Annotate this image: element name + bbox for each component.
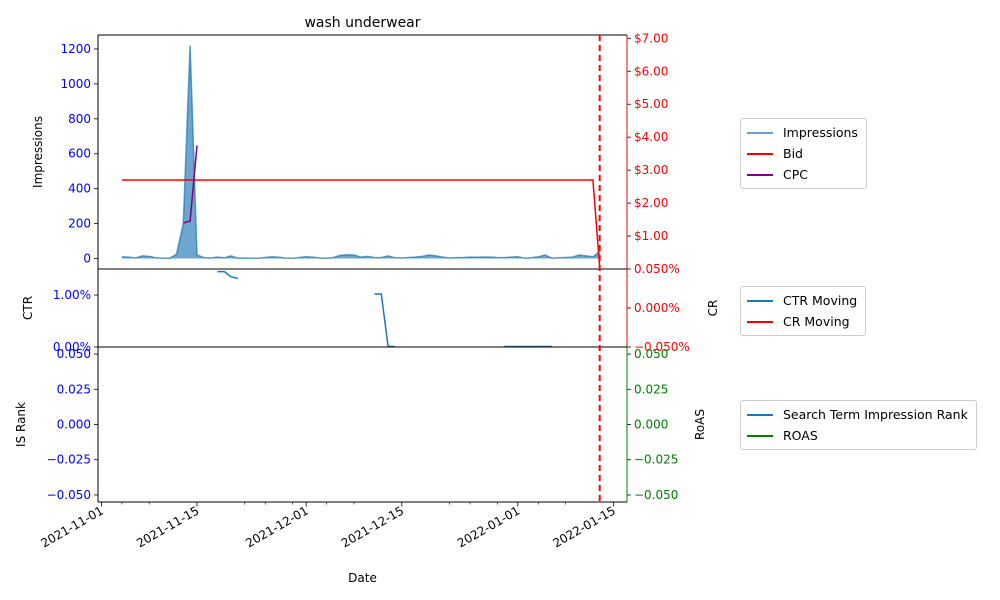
- legend-label: CPC: [783, 167, 808, 182]
- y-tick-label: −0.025: [47, 453, 91, 467]
- y-tick-label: 0.025: [57, 382, 91, 396]
- legend-swatch: [747, 299, 773, 302]
- y-tick-label: 1.00%: [53, 288, 91, 302]
- y-axis-label: CTR: [21, 296, 35, 320]
- legend-swatch: [747, 434, 773, 437]
- y-right-tick-label: $4.00: [634, 130, 668, 144]
- y-right-tick-label: 0.050: [634, 347, 668, 361]
- x-tick-label: 2021-11-15: [134, 503, 201, 550]
- y-right-tick-label: $7.00: [634, 31, 668, 45]
- impressions-line: [121, 45, 601, 260]
- legend-label: CR Moving: [783, 314, 850, 329]
- legend-label: Impressions: [783, 125, 858, 140]
- legend-label: Search Term Impression Rank: [783, 407, 968, 422]
- legend-entry: ROAS: [747, 425, 968, 446]
- legend-swatch: [747, 173, 773, 176]
- y-right-axis-label: CR: [706, 300, 720, 317]
- legend-swatch: [747, 152, 773, 155]
- y-right-tick-label: $5.00: [634, 97, 668, 111]
- cpc-line: [183, 145, 198, 224]
- legend-label: ROAS: [783, 428, 818, 443]
- y-right-tick-label: 0.025: [634, 382, 668, 396]
- y-tick-label: 0.000: [57, 418, 91, 432]
- y-right-tick-label: $1.00: [634, 229, 668, 243]
- y-right-axis-label: RoAS: [693, 409, 707, 440]
- bid-line: [121, 179, 601, 268]
- y-right-tick-label: −0.025: [634, 453, 678, 467]
- x-tick-label: 2022-01-15: [550, 503, 617, 550]
- x-axis-label: Date: [348, 571, 377, 585]
- y-axis-label: IS Rank: [14, 402, 28, 447]
- y-right-tick-label: $2.00: [634, 196, 668, 210]
- legend-entry: CTR Moving: [747, 290, 857, 311]
- legend-swatch: [747, 320, 773, 323]
- y-tick-label: 0: [83, 252, 91, 266]
- y-tick-label: 1200: [60, 42, 91, 56]
- legend-entry: Impressions: [747, 122, 858, 143]
- legend-entry: Search Term Impression Rank: [747, 404, 968, 425]
- y-right-tick-label: 0.000: [634, 418, 668, 432]
- chart-title: wash underwear: [304, 15, 420, 31]
- y-right-tick-label: 0.050%: [634, 262, 680, 276]
- x-tick-label: 2021-12-15: [339, 503, 406, 550]
- y-right-tick-label: −0.050%: [634, 340, 690, 354]
- x-tick-label: 2022-01-01: [455, 503, 522, 550]
- ctr-moving-line: [217, 270, 239, 280]
- legend-panel-1: Impressions Bid CPC: [740, 118, 867, 189]
- y-tick-label: 600: [68, 147, 91, 161]
- y-tick-label: 0.050: [57, 347, 91, 361]
- y-axis-label: Impressions: [31, 116, 45, 188]
- legend-entry: Bid: [747, 143, 858, 164]
- y-right-tick-label: $6.00: [634, 64, 668, 78]
- y-tick-label: −0.050: [47, 488, 91, 502]
- x-tick-label: 2021-12-01: [243, 503, 310, 550]
- legend-entry: CR Moving: [747, 311, 857, 332]
- legend-swatch: [747, 131, 773, 134]
- legend-label: Bid: [783, 146, 803, 161]
- y-tick-label: 400: [68, 182, 91, 196]
- y-tick-label: 800: [68, 112, 91, 126]
- legend-swatch: [747, 413, 773, 416]
- y-right-tick-label: $3.00: [634, 163, 668, 177]
- y-tick-label: 0.00%: [53, 340, 91, 354]
- y-tick-label: 1000: [60, 77, 91, 91]
- y-right-tick-label: 0.000%: [634, 301, 680, 315]
- legend-entry: CPC: [747, 164, 858, 185]
- y-tick-label: 200: [68, 217, 91, 231]
- legend-panel-2: CTR Moving CR Moving: [740, 286, 867, 336]
- legend-label: CTR Moving: [783, 293, 858, 308]
- legend-panel-3: Search Term Impression Rank ROAS: [740, 400, 977, 450]
- x-tick-label: 2021-11-01: [39, 503, 106, 550]
- y-right-tick-label: −0.050: [634, 488, 678, 502]
- ctr-moving-line: [374, 293, 395, 348]
